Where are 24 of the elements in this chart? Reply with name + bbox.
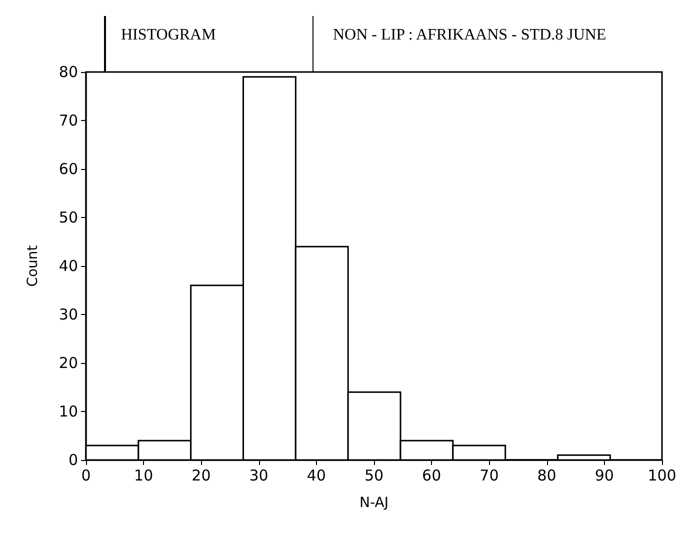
x-axis-title: N-AJ (360, 495, 388, 511)
x-tick-label: 20 (192, 466, 211, 484)
x-tick-label: 70 (480, 466, 499, 484)
y-tick-label: 80 (58, 63, 78, 81)
y-tick-label: 60 (58, 160, 78, 178)
x-tick-label: 50 (364, 466, 384, 484)
y-tick-label: 20 (58, 354, 78, 372)
x-tick-label: 80 (537, 466, 556, 484)
y-tick-label: 70 (58, 112, 78, 130)
y-axis-title: Count (25, 244, 41, 287)
x-tick-label: 0 (81, 466, 91, 484)
x-tick-label: 10 (134, 466, 154, 484)
y-tick-label: 50 (58, 208, 78, 226)
y-tick-label: 0 (68, 451, 78, 469)
chart-subtitle: NON - LIP : AFRIKAANS - STD.8 JUNE (333, 26, 606, 44)
x-tick-label: 30 (249, 466, 268, 484)
x-tick-label: 90 (594, 466, 614, 484)
x-tick-label: 40 (306, 466, 326, 484)
y-tick-label: 30 (58, 306, 78, 324)
x-tick-label: 60 (422, 466, 442, 484)
y-tick-label: 10 (58, 402, 78, 420)
y-tick-label: 40 (58, 257, 78, 275)
x-tick-label: 100 (648, 466, 676, 484)
chart-title: HISTOGRAM (121, 26, 216, 44)
